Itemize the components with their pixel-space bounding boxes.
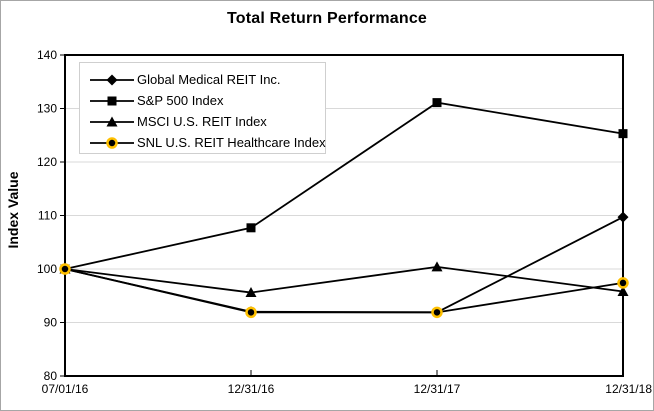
series-line-triangle [64, 265, 624, 294]
legend-item: SNL U.S. REIT Healthcare Index [90, 132, 326, 153]
x-tick-label: 12/31/18 [605, 382, 652, 396]
square-marker-icon [246, 223, 256, 233]
series-line-diamond [64, 216, 624, 314]
legend-label: Global Medical REIT Inc. [137, 72, 281, 87]
x-tick-label: 12/31/17 [414, 382, 461, 396]
y-tick-label: 130 [37, 102, 57, 116]
series-line-circle [64, 268, 624, 314]
y-tick-label: 100 [37, 262, 57, 276]
legend-box: Global Medical REIT Inc. S&P 500 Index MSC… [79, 62, 326, 154]
square-marker-icon [107, 96, 117, 105]
legend-item: MSCI U.S. REIT Index [90, 111, 325, 132]
x-tick-label: 12/31/16 [228, 382, 275, 396]
legend-label: MSCI U.S. REIT Index [137, 114, 267, 129]
circle-marker-icon [431, 306, 443, 319]
triangle-marker-icon [245, 287, 257, 298]
diamond-marker-icon [90, 74, 134, 85]
chart-title: Total Return Performance [226, 10, 428, 27]
circle-marker-icon [106, 136, 118, 149]
diamond-marker-icon [106, 74, 118, 85]
triangle-marker-icon [617, 285, 629, 296]
circle-marker-icon [59, 263, 71, 275]
y-tick-label: 90 [44, 316, 58, 330]
legend-item: S&P 500 Index [90, 90, 325, 111]
legend-item: Global Medical REIT Inc. [90, 69, 325, 90]
circle-marker-icon [617, 277, 629, 289]
legend-label: SNL U.S. REIT Healthcare Index [137, 135, 326, 150]
triangle-marker-icon [431, 261, 443, 272]
y-tick-label: 140 [37, 48, 57, 62]
diamond-marker-icon [617, 211, 629, 223]
legend-label: S&P 500 Index [137, 93, 224, 108]
y-tick-label: 120 [37, 155, 57, 169]
x-tick-label: 07/01/16 [42, 382, 89, 396]
y-tick-label: 80 [44, 369, 58, 383]
y-tick-label: 110 [38, 209, 57, 223]
triangle-marker-icon [90, 116, 134, 126]
circle-marker-icon [245, 306, 257, 319]
triangle-marker-icon [106, 116, 118, 126]
circle-marker-icon [90, 136, 134, 149]
square-marker-icon [90, 96, 134, 105]
square-marker-icon [432, 98, 442, 108]
square-marker-icon [618, 129, 628, 139]
series-line-square [64, 101, 624, 270]
